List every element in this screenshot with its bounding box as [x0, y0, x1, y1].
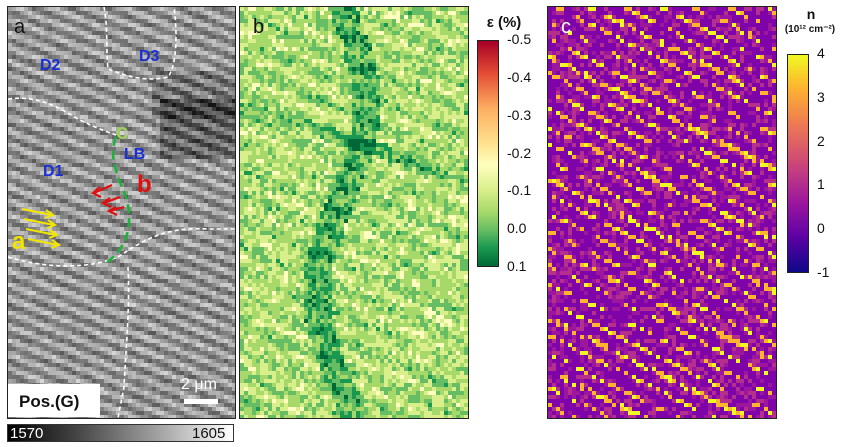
strain-colorbar-tick: -0.3 [507, 106, 532, 123]
arrow-label-b: b [137, 171, 152, 198]
doping-colorbar [787, 54, 809, 273]
pos-g-map [8, 7, 235, 418]
doping-map [548, 7, 776, 418]
strain-colorbar-tick: -0.4 [507, 68, 532, 85]
doping-colorbar-units: (10¹² cm⁻²) [784, 24, 836, 35]
domain-label-d3: D3 [139, 48, 160, 65]
doping-colorbar-tick: 4 [817, 45, 825, 61]
doping-colorbar-tick: 3 [817, 88, 825, 105]
map-title-box [8, 384, 100, 417]
colorbar-min-label: 1570 [10, 425, 44, 442]
panel-b-strain-map [239, 6, 469, 419]
doping-colorbar-tick: 1 [817, 176, 825, 193]
lb-label: LB [124, 146, 146, 163]
doping-colorbar-tick: 0 [817, 220, 825, 237]
domain-label-d2: D2 [40, 57, 61, 74]
map-title: Pos.(G) [19, 392, 80, 411]
colorbar-max-label: 1605 [192, 425, 226, 442]
doping-colorbar-title: n [806, 6, 816, 22]
strain-colorbar-tick: -0.2 [507, 144, 532, 161]
scalebar-label: 2 μm [181, 376, 217, 393]
strain-colorbar-title: ε (%) [486, 14, 522, 31]
grayscale-colorbar [7, 424, 234, 442]
domain-label-d1: D1 [43, 163, 64, 180]
strain-colorbar-tick: -0.5 [507, 31, 532, 47]
doping-colorbar-tick: 2 [817, 132, 825, 149]
panel-a-raman-map [7, 6, 236, 419]
panel-c-label: c [561, 16, 571, 38]
strain-colorbar-tick: 0.1 [507, 258, 527, 274]
arrow-label-c: c [116, 119, 129, 144]
strain-colorbar-tick: -0.1 [507, 182, 532, 199]
panel-b-label: b [253, 16, 265, 38]
doping-colorbar-tick: -1 [817, 264, 830, 280]
scalebar [184, 399, 218, 404]
panel-c-doping-map [547, 6, 777, 419]
strain-colorbar-tick: 0.0 [507, 220, 527, 237]
strain-colorbar [477, 40, 499, 267]
strain-map [240, 7, 468, 418]
panel-a-label: a [14, 16, 26, 38]
arrow-label-a: a [12, 228, 26, 255]
